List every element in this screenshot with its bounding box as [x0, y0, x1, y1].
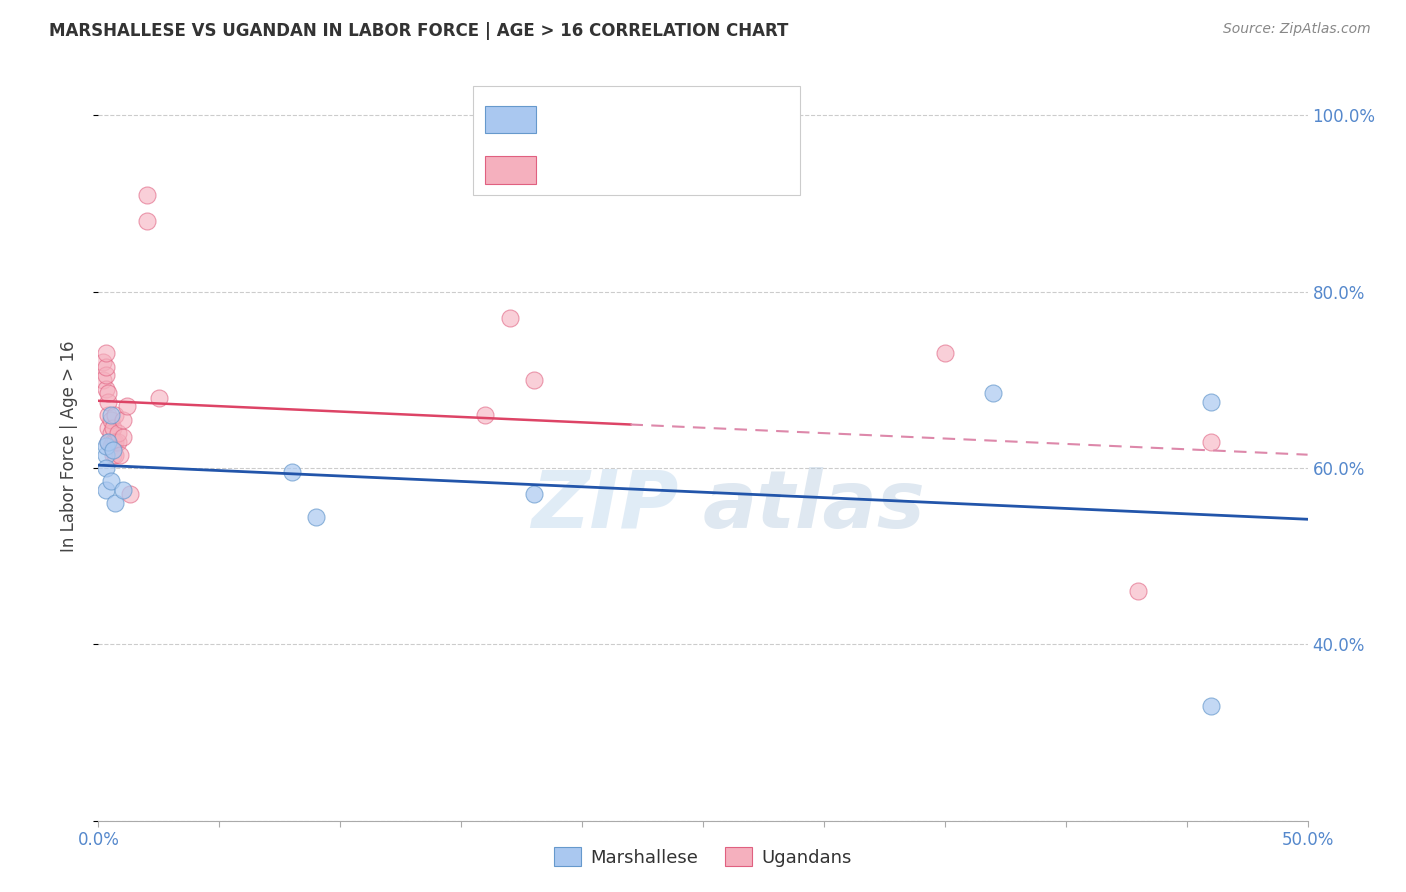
- Point: [523, 373, 546, 387]
- Point: [107, 434, 129, 449]
- Point: [101, 421, 124, 435]
- Point: [94, 382, 117, 396]
- Point: [118, 487, 141, 501]
- Text: R = 0.061   N = 16: R = 0.061 N = 16: [548, 111, 706, 128]
- Point: [97, 434, 120, 449]
- Legend: Marshallese, Ugandans: Marshallese, Ugandans: [547, 840, 859, 874]
- Point: [101, 448, 124, 462]
- Point: [135, 214, 157, 228]
- Text: MARSHALLESE VS UGANDAN IN LABOR FORCE | AGE > 16 CORRELATION CHART: MARSHALLESE VS UGANDAN IN LABOR FORCE | …: [49, 22, 789, 40]
- FancyBboxPatch shape: [485, 156, 536, 184]
- Point: [100, 475, 122, 489]
- Point: [111, 430, 134, 444]
- Point: [100, 425, 122, 440]
- Point: [94, 359, 117, 374]
- Point: [97, 395, 120, 409]
- Text: atlas: atlas: [703, 467, 925, 545]
- Point: [94, 461, 117, 475]
- Point: [107, 425, 129, 440]
- Point: [100, 412, 122, 426]
- Point: [104, 448, 127, 462]
- Point: [148, 391, 170, 405]
- Point: [281, 466, 304, 480]
- Point: [104, 408, 127, 422]
- Point: [111, 412, 134, 426]
- Point: [91, 373, 114, 387]
- Point: [1199, 699, 1222, 714]
- Point: [523, 487, 546, 501]
- Point: [100, 408, 122, 422]
- Point: [934, 346, 956, 360]
- Point: [498, 311, 520, 326]
- Point: [97, 408, 120, 422]
- Point: [1128, 584, 1150, 599]
- Point: [100, 439, 122, 453]
- Point: [94, 368, 117, 383]
- Point: [474, 408, 496, 422]
- FancyBboxPatch shape: [485, 106, 536, 133]
- Point: [101, 443, 124, 458]
- Point: [97, 386, 120, 401]
- Point: [97, 421, 120, 435]
- Point: [94, 439, 117, 453]
- Point: [94, 448, 117, 462]
- Point: [1199, 434, 1222, 449]
- Text: ZIP: ZIP: [531, 467, 679, 545]
- Point: [305, 509, 328, 524]
- Point: [94, 483, 117, 497]
- Point: [111, 483, 134, 497]
- Point: [94, 346, 117, 360]
- Point: [101, 434, 124, 449]
- Point: [981, 386, 1004, 401]
- Text: Source: ZipAtlas.com: Source: ZipAtlas.com: [1223, 22, 1371, 37]
- Point: [104, 496, 127, 510]
- FancyBboxPatch shape: [474, 87, 800, 195]
- Point: [1199, 395, 1222, 409]
- Point: [104, 434, 127, 449]
- Y-axis label: In Labor Force | Age > 16: In Labor Force | Age > 16: [59, 340, 77, 552]
- Point: [135, 187, 157, 202]
- Point: [108, 448, 131, 462]
- Text: R = 0.133   N = 36: R = 0.133 N = 36: [548, 161, 706, 179]
- Point: [91, 355, 114, 369]
- Point: [117, 400, 139, 414]
- Point: [97, 434, 120, 449]
